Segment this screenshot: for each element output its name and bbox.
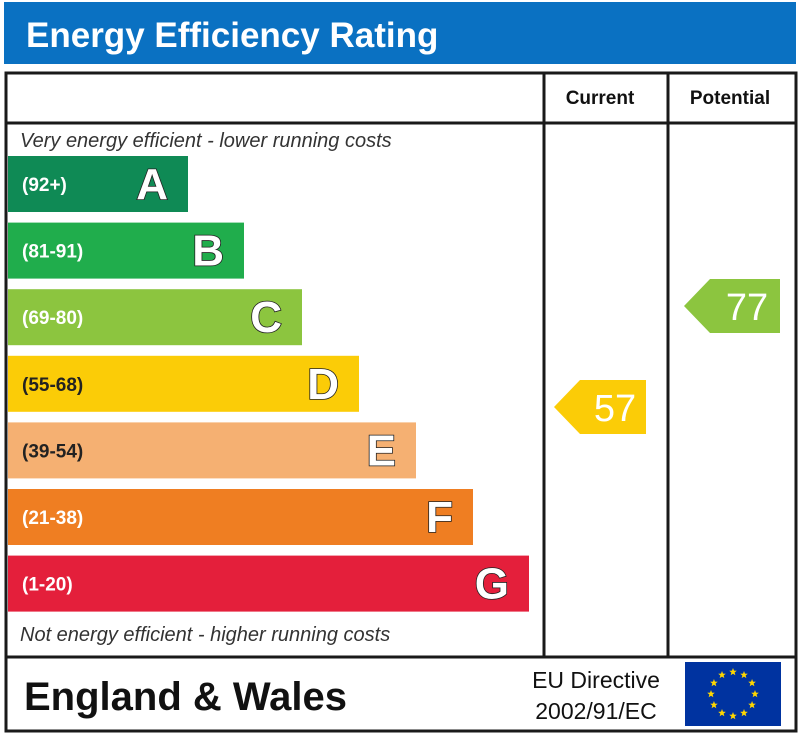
eu-star-icon <box>729 712 737 720</box>
band-e: (39-54) E <box>8 422 416 479</box>
band-range-label: (21-38) <box>22 508 83 529</box>
column-header-current: Current <box>566 88 635 109</box>
eu-star-icon <box>729 668 737 676</box>
band-letter: E <box>367 426 396 475</box>
band-a: (92+) A <box>8 156 188 212</box>
band-range-label: (69-80) <box>22 308 83 329</box>
eu-flag-icon <box>685 662 781 726</box>
band-range-label: (81-91) <box>22 242 83 263</box>
rating-value: 57 <box>594 388 636 430</box>
band-range-label: (1-20) <box>22 575 73 596</box>
bottom-note: Not energy efficient - higher running co… <box>20 624 390 646</box>
eu-star-icon <box>710 679 718 687</box>
footer-directive-line1: EU Directive <box>532 667 660 693</box>
band-bar <box>8 555 529 612</box>
eu-star-icon <box>748 679 756 687</box>
column-header-potential: Potential <box>690 88 770 109</box>
band-bar <box>8 289 302 346</box>
band-letter: C <box>250 293 282 342</box>
eu-star-icon <box>718 670 726 679</box>
band-bar <box>8 355 359 412</box>
band-range-label: (39-54) <box>22 441 83 462</box>
band-range-label: (55-68) <box>22 375 83 396</box>
band-d: (55-68) D <box>8 355 359 412</box>
band-bar <box>8 422 416 479</box>
top-note: Very energy efficient - lower running co… <box>20 130 392 152</box>
band-range-label: (92+) <box>22 175 67 196</box>
rating-arrow-shape <box>684 279 780 333</box>
potential-rating-arrow: 77 <box>684 279 780 333</box>
band-b: (81-91) B <box>8 222 244 279</box>
eu-star-icon <box>751 690 759 698</box>
band-f: (21-38) F <box>8 489 473 545</box>
chart-frame <box>4 71 798 733</box>
eu-star-icon <box>718 709 726 717</box>
rating-arrows: 57 77 <box>554 279 780 434</box>
band-bar <box>8 489 473 545</box>
chart-title: Energy Efficiency Rating <box>26 16 438 55</box>
band-letter: D <box>307 360 339 409</box>
rating-bands: (92+) A (81-91) B (69-80) C (55-68) D (39-54) E (2… <box>8 156 529 612</box>
band-letter: G <box>475 560 509 609</box>
rating-arrow-shape <box>554 380 646 434</box>
eu-star-icon <box>748 701 756 709</box>
band-g: (1-20) G <box>8 555 529 612</box>
eu-star-icon <box>740 709 748 717</box>
eu-star-icon <box>707 690 715 698</box>
band-bar <box>8 222 244 279</box>
band-letter: F <box>426 493 453 542</box>
header-bar <box>4 2 796 64</box>
band-letter: B <box>192 227 224 276</box>
footer-region: England & Wales <box>24 675 347 719</box>
band-letter: A <box>136 160 168 209</box>
rating-value: 77 <box>726 287 768 329</box>
current-rating-arrow: 57 <box>554 380 646 434</box>
eu-star-icon <box>740 670 748 679</box>
band-c: (69-80) C <box>8 289 302 346</box>
footer-directive-line2: 2002/91/EC <box>535 698 656 724</box>
band-bar <box>8 156 188 212</box>
eu-star-icon <box>710 701 718 709</box>
